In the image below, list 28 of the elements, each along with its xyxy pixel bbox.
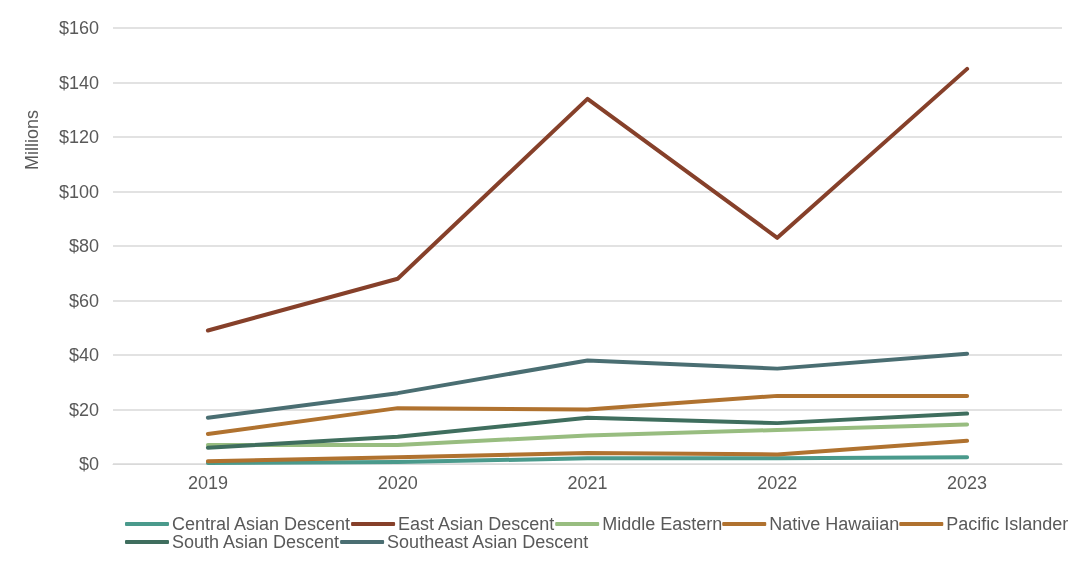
legend-label: Pacific Islander xyxy=(946,514,1069,534)
legend-label: Central Asian Descent xyxy=(172,514,351,534)
line-series xyxy=(205,66,970,333)
y-tick-label: $60 xyxy=(68,290,99,311)
x-tick-label: 2022 xyxy=(757,473,798,493)
y-tick-label: $80 xyxy=(68,236,99,256)
line-series xyxy=(205,422,970,447)
legend-label: Southeast Asian Descent xyxy=(387,532,589,552)
y-tick-label: $0 xyxy=(78,454,99,474)
y-axis-title: Millions xyxy=(22,110,42,171)
legend-label: East Asian Descent xyxy=(398,514,555,534)
x-tick-label: 2021 xyxy=(567,473,608,493)
x-tick-label: 2020 xyxy=(377,473,418,493)
y-tick-label: $140 xyxy=(58,72,99,93)
legend-label: Native Hawaiian xyxy=(769,514,900,534)
legend-label: Middle Eastern xyxy=(602,514,723,534)
line-series xyxy=(205,411,970,450)
y-tick-label: $100 xyxy=(58,181,99,202)
y-tick-label: $120 xyxy=(58,127,99,147)
y-tick-label: $160 xyxy=(58,18,99,38)
line-series xyxy=(205,438,970,464)
y-tick-label: $20 xyxy=(68,399,99,420)
legend-label: South Asian Descent xyxy=(172,532,340,552)
x-tick-label: 2023 xyxy=(947,473,988,493)
x-tick-label: 2019 xyxy=(187,473,228,493)
y-tick-label: $40 xyxy=(68,345,99,365)
line-series xyxy=(205,351,970,420)
line-series xyxy=(205,393,970,437)
